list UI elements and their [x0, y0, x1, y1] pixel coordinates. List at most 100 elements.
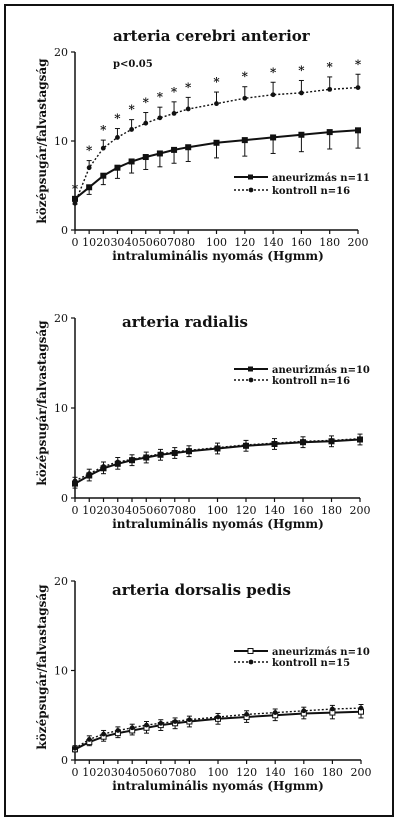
y-axis-label: középsugár/falvastagság [35, 584, 49, 750]
significance-star: * [213, 75, 220, 89]
x-tick-label: 40 [125, 504, 139, 517]
x-axis-label: intraluminális nyomás (Hgmm) [112, 517, 324, 531]
x-tick-label: 70 [167, 236, 181, 249]
x-tick-label: 200 [348, 236, 369, 249]
y-tick-label: 10 [54, 665, 68, 678]
y-tick-label: 0 [61, 224, 68, 237]
x-tick-label: 180 [319, 236, 340, 249]
chart-panel-cerebri-anterior: arteria cerebri anterior p<0.05 középsug… [35, 27, 370, 263]
data-point [213, 139, 220, 146]
data-point [115, 728, 121, 733]
x-tick-label: 120 [234, 236, 255, 249]
significance-star: * [355, 57, 362, 71]
y-tick-label: 10 [54, 135, 68, 148]
x-tick-label: 60 [154, 504, 168, 517]
data-point [156, 150, 163, 157]
data-point [330, 706, 335, 712]
data-point [272, 710, 278, 715]
data-point [270, 92, 276, 98]
data-point [214, 101, 219, 107]
x-tick-label: 30 [111, 504, 125, 517]
significance-annotation: p<0.05 [113, 59, 153, 70]
data-point [187, 717, 192, 723]
x-tick-label: 10 [82, 236, 96, 249]
significance-star: * [242, 70, 249, 84]
data-point [129, 725, 135, 731]
data-point [298, 131, 305, 138]
legend-label-aneurizmas: aneurizmás n=10 [272, 647, 370, 658]
y-axis-label: középsugár/falvastagság [35, 58, 49, 224]
data-point [101, 464, 106, 469]
significance-star: * [327, 60, 334, 74]
legend-marker-kontroll [248, 659, 254, 665]
legend-label-kontroll: kontroll n=16 [272, 186, 350, 197]
data-point [158, 720, 164, 726]
x-tick-label: 140 [264, 504, 285, 517]
data-point [100, 145, 106, 151]
x-axis-label: intraluminális nyomás (Hgmm) [112, 249, 324, 263]
significance-star: * [86, 144, 93, 158]
data-point [86, 184, 93, 191]
y-tick-label: 20 [54, 312, 68, 325]
legend: aneurizmás n=11 kontroll n=16 [234, 173, 370, 197]
x-tick-label: 160 [291, 236, 312, 249]
x-tick-label: 40 [125, 236, 139, 249]
significance-star: * [171, 85, 178, 99]
data-point [171, 146, 178, 153]
x-tick-label: 100 [206, 236, 227, 249]
legend-marker-aneurizmas [247, 648, 254, 654]
data-point [86, 165, 92, 171]
data-point [72, 200, 78, 206]
significance-star: * [100, 123, 107, 137]
legend-marker-kontroll [248, 377, 254, 383]
data-point [129, 127, 135, 132]
x-tick-label: 60 [154, 766, 168, 779]
data-point [114, 164, 121, 171]
legend: aneurizmás n=10 kontroll n=16 [234, 365, 370, 387]
chart-title: arteria cerebri anterior [113, 27, 311, 45]
data-point [72, 745, 78, 751]
data-point [100, 172, 107, 179]
y-tick-label: 0 [61, 754, 68, 767]
data-point [143, 120, 149, 126]
data-point [326, 129, 333, 136]
x-tick-label: 0 [72, 504, 79, 517]
data-point [185, 106, 191, 112]
y-tick-label: 20 [54, 46, 68, 59]
y-tick-label: 0 [61, 492, 68, 505]
data-point [242, 95, 248, 101]
x-tick-label: 50 [139, 504, 153, 517]
data-point [144, 722, 149, 728]
x-tick-label: 60 [153, 236, 167, 249]
data-point [243, 442, 249, 448]
legend-marker-kontroll [248, 187, 254, 193]
x-tick-label: 40 [125, 766, 139, 779]
y-tick-label: 10 [54, 402, 68, 415]
data-point [101, 731, 106, 737]
data-point [86, 737, 92, 742]
data-point [86, 471, 92, 477]
x-tick-label: 180 [321, 504, 342, 517]
data-point [186, 447, 192, 453]
legend-label-kontroll: kontroll n=15 [272, 658, 350, 669]
data-point [128, 158, 135, 165]
legend: aneurizmás n=10 kontroll n=15 [234, 647, 370, 669]
x-tick-label: 50 [140, 766, 154, 779]
x-tick-label: 80 [182, 504, 196, 517]
x-tick-label: 80 [181, 236, 195, 249]
x-tick-label: 10 [82, 504, 96, 517]
data-point [172, 719, 178, 724]
data-point [72, 478, 78, 484]
data-point [241, 137, 248, 144]
chart-title: arteria dorsalis pedis [112, 581, 291, 599]
data-point [272, 440, 277, 446]
x-tick-label: 200 [351, 766, 372, 779]
data-point [157, 115, 163, 121]
data-point [171, 111, 177, 116]
x-tick-label: 140 [263, 236, 284, 249]
legend-label-aneurizmas: aneurizmás n=11 [272, 173, 370, 184]
x-tick-label: 20 [97, 504, 111, 517]
x-tick-label: 10 [82, 766, 96, 779]
data-point [329, 438, 334, 443]
